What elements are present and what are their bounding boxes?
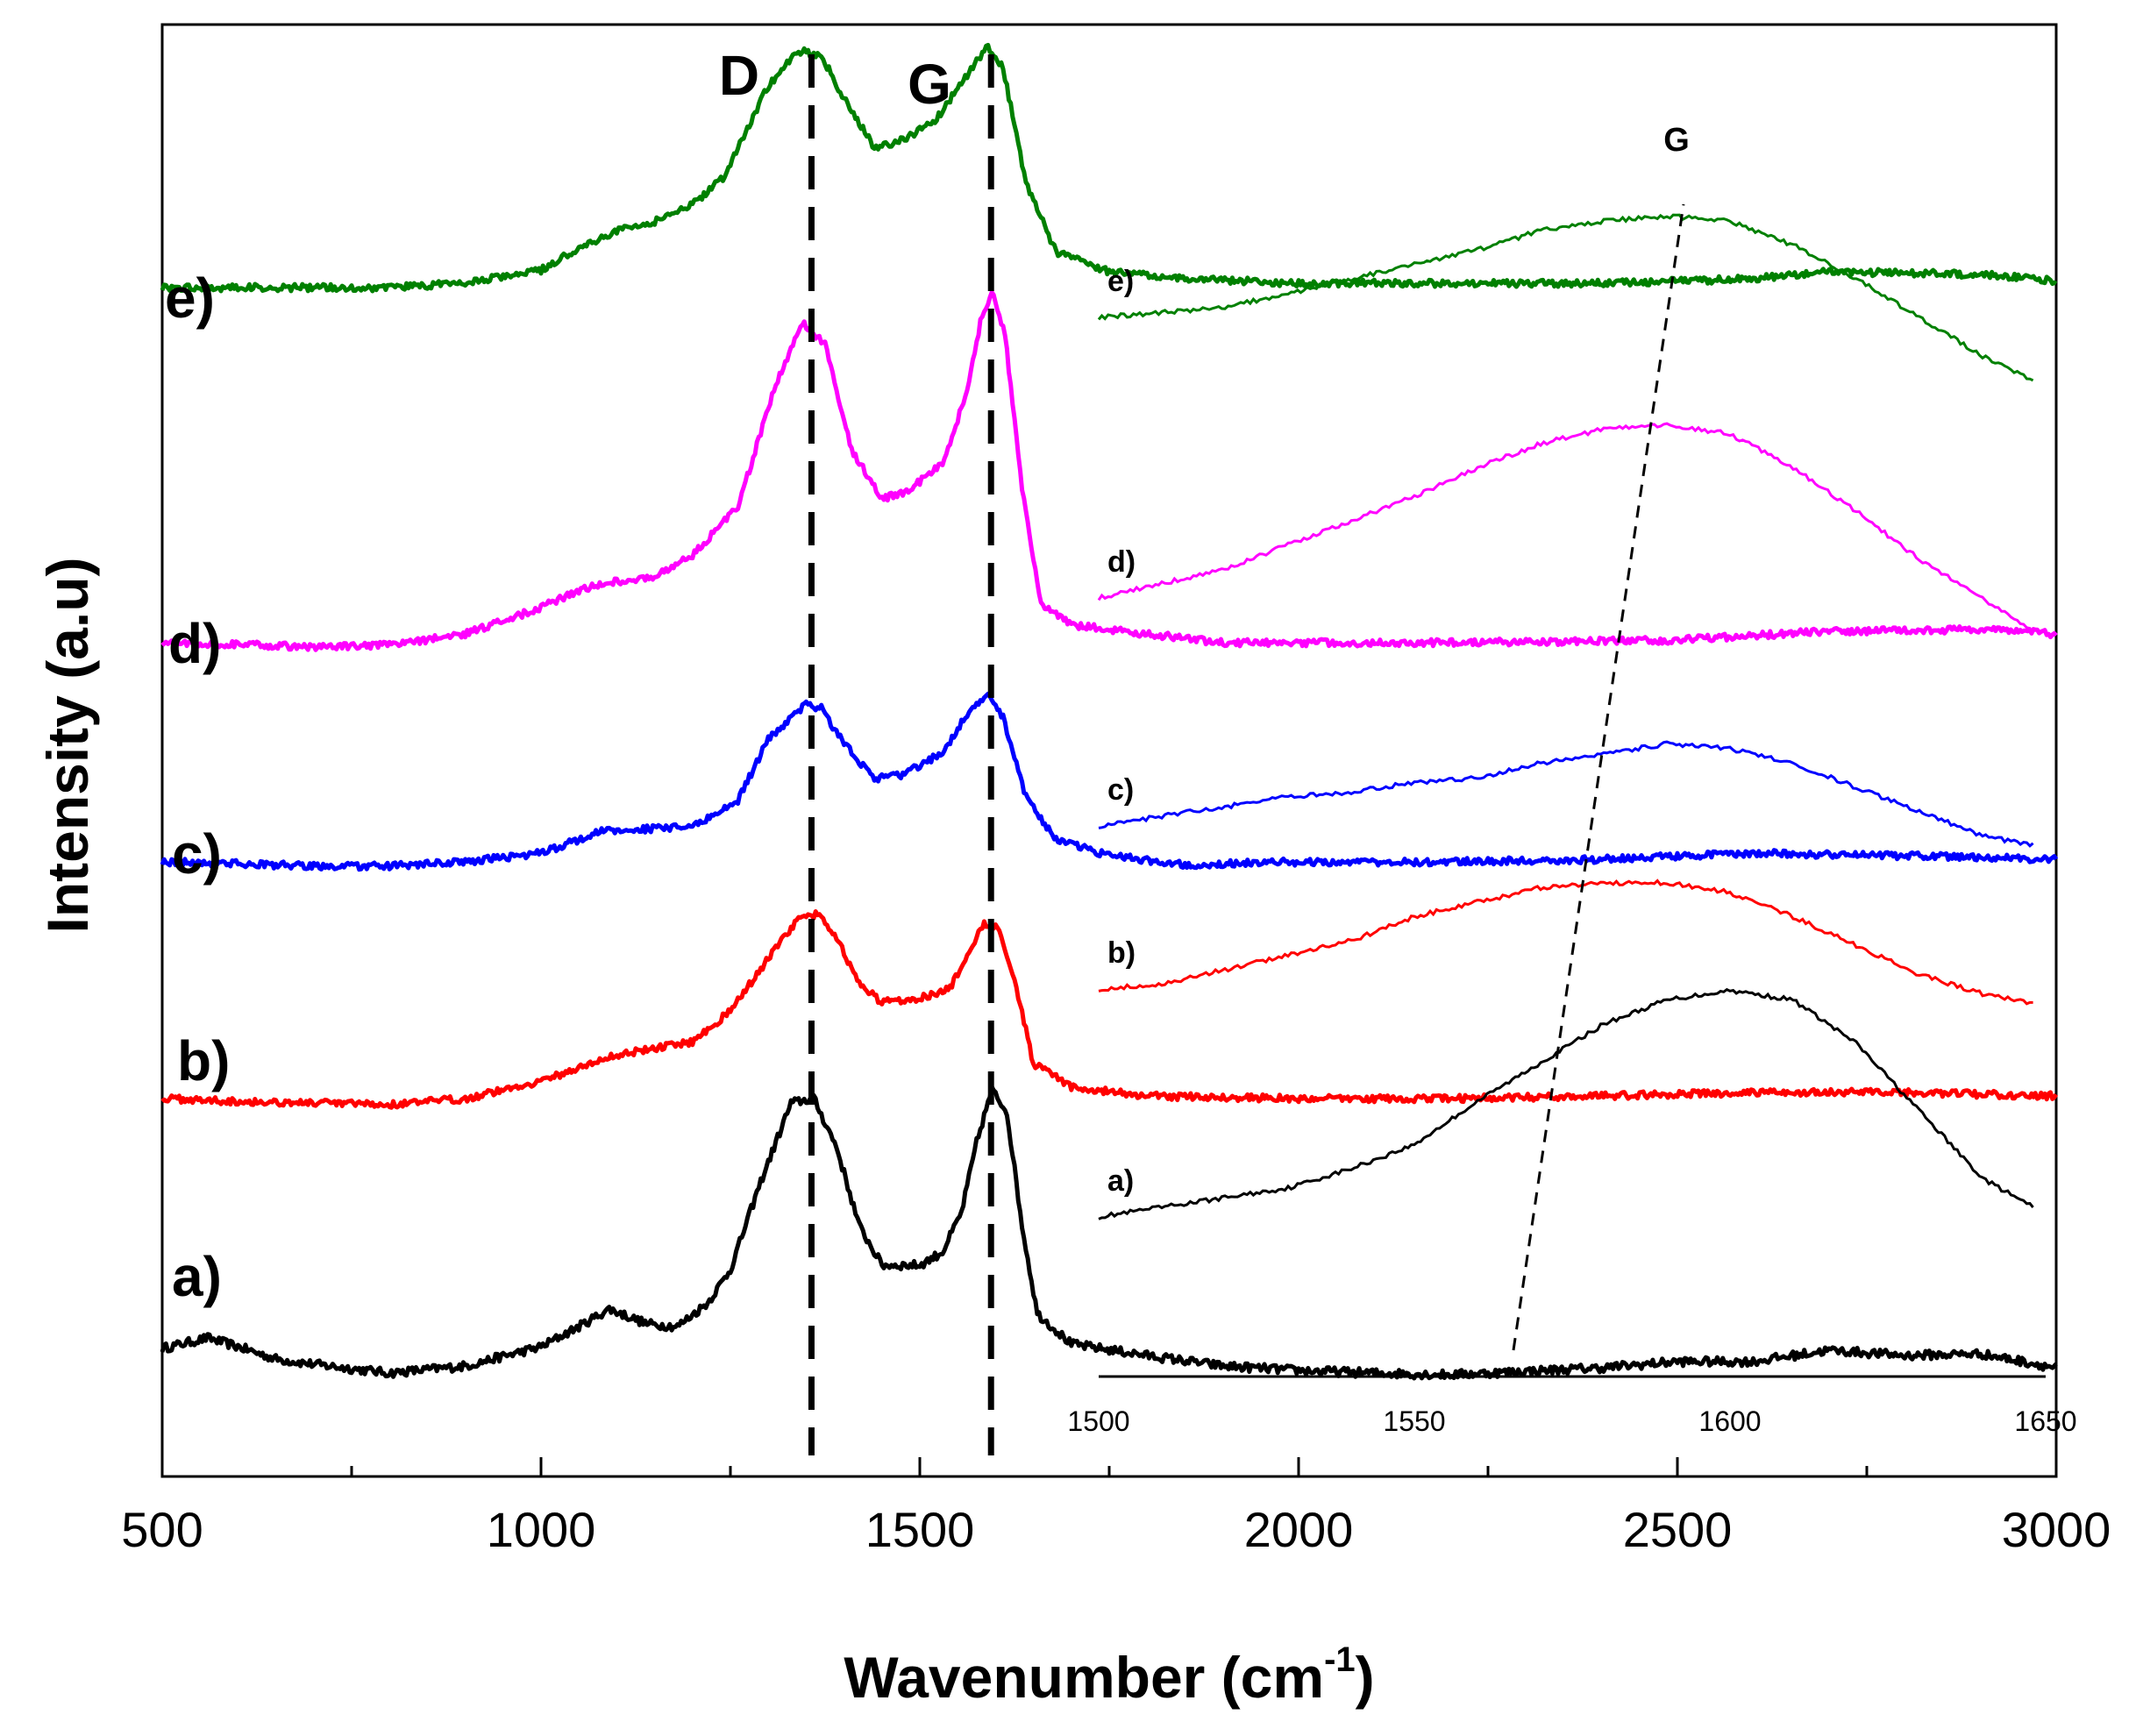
series-line-e <box>160 42 2058 294</box>
series-label-e: e) <box>165 267 215 330</box>
band-reference-lines <box>808 54 994 1455</box>
inset-line-c <box>1098 740 2034 848</box>
x-axis-label: Wavenumber (cm-1) <box>844 1640 1374 1710</box>
inset-label-b: b) <box>1107 936 1136 970</box>
y-axis-label: Intensity (a.u) <box>35 557 100 933</box>
inset-label-e: e) <box>1107 265 1134 298</box>
series-label-b: b) <box>177 1029 230 1092</box>
plot-frame <box>160 23 2058 1478</box>
x-tick-label-1000: 1000 <box>487 1502 596 1557</box>
inset-g-trend-line <box>1512 203 1685 1351</box>
x-tick-label-2000: 2000 <box>1244 1502 1354 1557</box>
inset-line-a <box>1098 987 2034 1220</box>
band-label-G: G <box>908 53 951 116</box>
inset-line-d <box>1097 422 2034 634</box>
series-line-d <box>160 289 2058 652</box>
inset-tick-label-1550: 1550 <box>1383 1405 1445 1437</box>
x-tick-label-1500: 1500 <box>865 1502 975 1557</box>
series-line-b <box>160 909 2059 1110</box>
x-axis-label-superscript: -1 <box>1324 1640 1356 1679</box>
inset-line-b <box>1098 879 2033 1006</box>
series-label-d: d) <box>168 612 221 675</box>
inset-label-c: c) <box>1107 773 1134 807</box>
inset-tick-label-1500: 1500 <box>1067 1405 1129 1437</box>
band-label-D: D <box>719 44 759 107</box>
inset-peak-label-G: G <box>1663 122 1690 159</box>
series-labels: a) b) c) d) e) <box>165 267 230 1308</box>
x-axis: 500 1000 1500 2000 2500 3000 <box>121 1457 2111 1557</box>
inset-tick-label-1600: 1600 <box>1698 1405 1761 1437</box>
series-lines <box>160 42 2059 1381</box>
series-line-c <box>160 691 2059 872</box>
x-tick-label-2500: 2500 <box>1623 1502 1733 1557</box>
inset-panel: a) b) c) d) e) 1500 1550 1600 1650 G <box>1067 122 2076 1437</box>
series-label-a: a) <box>172 1245 222 1308</box>
x-axis-label-close: ) <box>1356 1645 1375 1710</box>
inset-label-a: a) <box>1107 1164 1134 1198</box>
x-axis-label-main: Wavenumber (cm <box>844 1645 1324 1710</box>
x-tick-label-500: 500 <box>121 1502 203 1557</box>
inset-line-e <box>1097 213 2034 382</box>
x-tick-label-3000: 3000 <box>2002 1502 2111 1557</box>
inset-tick-label-1650: 1650 <box>2014 1405 2076 1437</box>
series-label-c: c) <box>172 822 222 886</box>
series-line-a <box>160 1084 2058 1381</box>
inset-label-d: d) <box>1107 545 1136 579</box>
